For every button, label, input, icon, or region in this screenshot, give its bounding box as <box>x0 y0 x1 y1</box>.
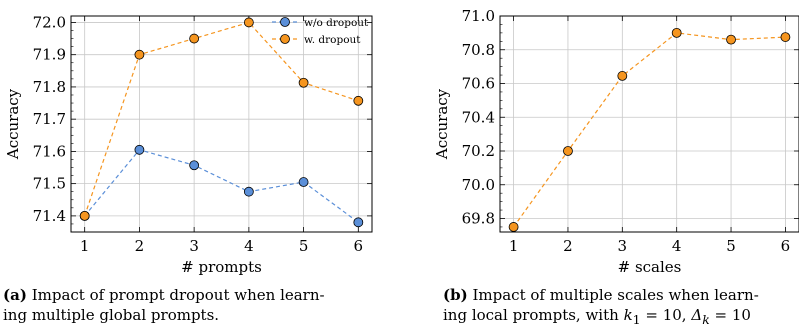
chart-b: 69.8 70.0 70.2 70.4 70.6 70.8 71.0 1 2 3 4 5 6 # scal… <box>433 7 799 276</box>
caption-b-label: (b) <box>443 286 468 304</box>
series-line <box>84 21 359 217</box>
y-tick-label: 71.7 <box>33 110 66 128</box>
y-tick-label: 71.0 <box>462 7 495 25</box>
legend-marker <box>280 34 290 44</box>
caption-b-line2: ing local prompts, with <box>443 306 624 324</box>
caption-b-k-val: = 10, <box>640 306 692 324</box>
y-tick-label: 71.6 <box>33 142 66 160</box>
chart-a: 71.4 71.5 71.6 71.7 71.8 71.9 72.0 1 2 3 4 5 6 # prom… <box>4 13 373 276</box>
x-tick-label: 2 <box>563 237 573 255</box>
y-tick-label: 70.2 <box>462 142 495 160</box>
y-axis-label: Accuracy <box>4 88 22 160</box>
y-tick-label: 71.8 <box>33 78 66 96</box>
y-tick-label: 71.4 <box>33 207 66 225</box>
x-tick-label: 6 <box>781 237 791 255</box>
legend-label: w. dropout <box>304 34 361 46</box>
y-axis-label: Accuracy <box>433 88 451 160</box>
data-point <box>79 210 90 221</box>
y-tick-label: 70.6 <box>462 75 495 93</box>
y-tick-label: 72.0 <box>33 13 66 31</box>
x-axis-label: # prompts <box>181 258 262 276</box>
x-tick-label: 1 <box>509 237 519 255</box>
chart-panel-b: 69.8 70.0 70.2 70.4 70.6 70.8 71.0 1 2 3 4 5 6 # scal… <box>400 0 799 327</box>
x-tick-label: 4 <box>244 237 254 255</box>
y-tick-label: 70.0 <box>462 176 495 194</box>
data-point <box>189 160 200 171</box>
x-tick-label: 3 <box>189 237 199 255</box>
data-point <box>134 49 145 60</box>
data-point <box>617 71 628 81</box>
x-tick-label: 2 <box>135 237 145 255</box>
plot-frame <box>70 15 373 233</box>
data-point <box>298 177 309 187</box>
data-point <box>780 32 791 42</box>
y-tick-label: 70.8 <box>462 41 495 59</box>
caption-b: (b) Impact of multiple scales when learn… <box>443 285 759 330</box>
data-point <box>298 77 309 88</box>
series-line <box>513 32 786 228</box>
x-tick-label: 3 <box>618 237 628 255</box>
data-point <box>243 186 254 197</box>
caption-a-line1: Impact of prompt dropout when learn- <box>31 286 325 304</box>
caption-b-delta-sub: k <box>702 312 710 327</box>
series-line <box>84 149 359 223</box>
caption-b-delta: Δ <box>691 306 703 324</box>
data-point <box>189 33 200 44</box>
caption-b-line1: Impact of multiple scales when learn- <box>472 286 759 304</box>
legend-marker <box>280 17 290 27</box>
caption-a-line2: ing multiple global prompts. <box>3 306 220 324</box>
data-point <box>243 17 254 28</box>
caption-b-delta-val: = 10 <box>709 306 751 324</box>
y-tick-label: 70.4 <box>462 108 495 126</box>
x-tick-label: 5 <box>299 237 309 255</box>
x-tick-label: 5 <box>726 237 736 255</box>
plot-frame <box>499 15 799 233</box>
data-point <box>563 146 573 156</box>
caption-a-label: (a) <box>3 286 27 304</box>
data-point <box>671 27 682 38</box>
y-tick-label: 71.9 <box>33 46 66 64</box>
caption-b-k: k <box>623 306 633 324</box>
x-axis-label: # scales <box>618 258 682 276</box>
x-tick-label: 1 <box>80 237 90 255</box>
x-tick-label: 4 <box>672 237 682 255</box>
data-point <box>353 95 364 106</box>
y-tick-label: 71.5 <box>33 175 66 193</box>
data-point <box>508 222 519 232</box>
caption-a: (a) Impact of prompt dropout when learn-… <box>3 285 325 325</box>
data-point <box>726 34 736 45</box>
y-tick-label: 69.8 <box>462 210 495 228</box>
x-tick-label: 6 <box>354 237 364 255</box>
data-point <box>353 217 364 228</box>
caption-b-k-sub: 1 <box>632 312 641 327</box>
legend-label: w/o dropout <box>304 17 369 29</box>
data-point <box>134 144 145 155</box>
chart-panel-a: 71.4 71.5 71.6 71.7 71.8 71.9 72.0 1 2 3 4 5 6 # prom… <box>0 0 400 326</box>
